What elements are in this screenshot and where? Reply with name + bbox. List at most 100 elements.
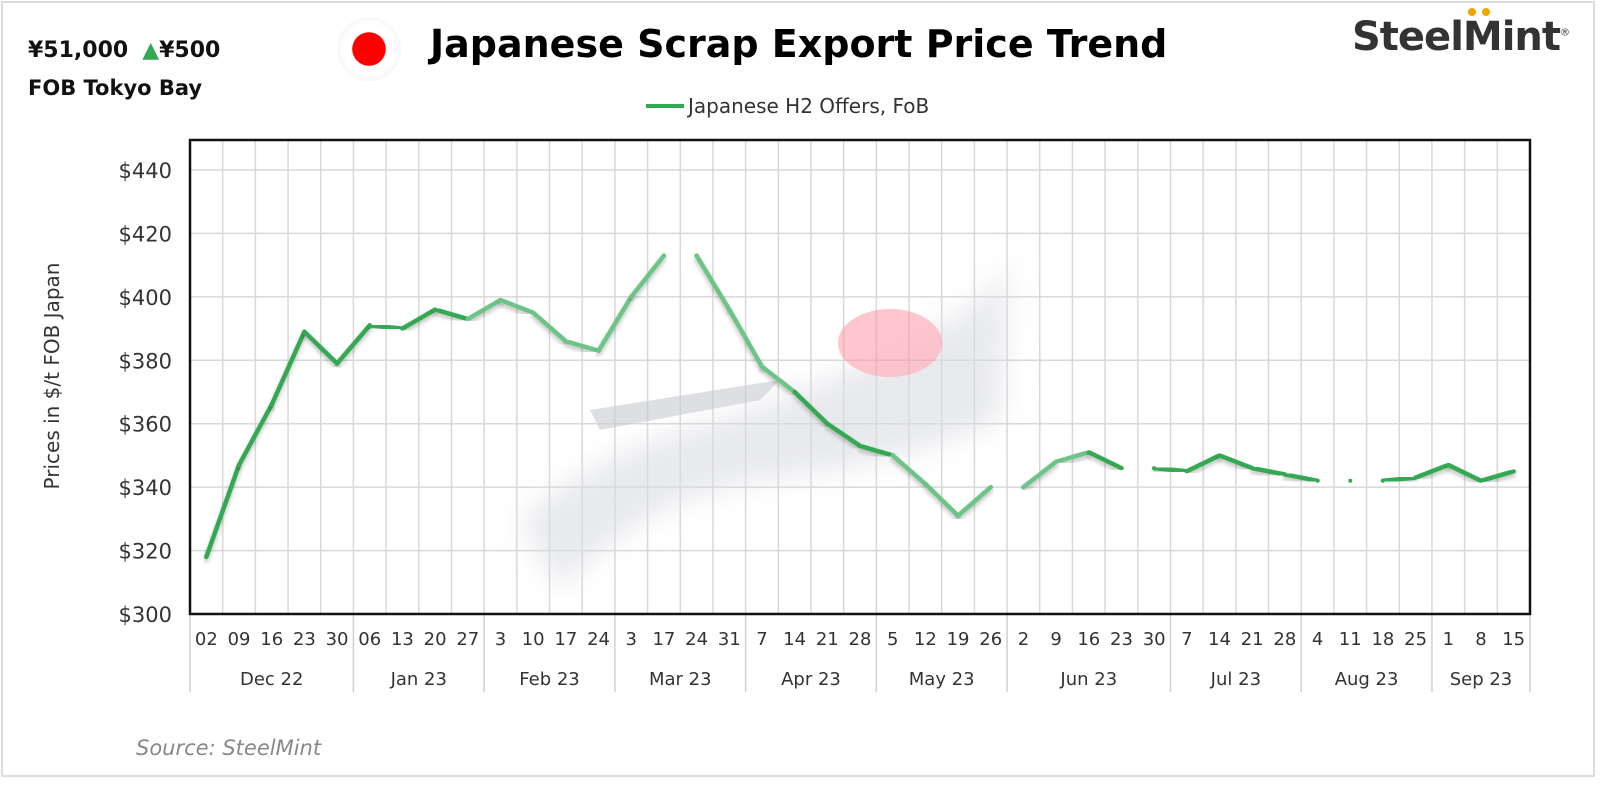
chart-frame bbox=[1, 1, 1595, 777]
x-tick-label: 12 bbox=[914, 629, 937, 650]
series-line-segment bbox=[269, 329, 307, 407]
month-label: Sep 23 bbox=[1450, 669, 1513, 690]
data-point bbox=[1413, 475, 1418, 480]
x-tick-label: 26 bbox=[979, 629, 1002, 650]
series-line-segment bbox=[1184, 453, 1222, 474]
price-location: FOB Tokyo Bay bbox=[28, 76, 203, 100]
x-tick-label: 30 bbox=[326, 629, 349, 650]
x-tick-label: 31 bbox=[718, 629, 741, 650]
data-point bbox=[1446, 462, 1451, 467]
x-tick-label: 8 bbox=[1475, 629, 1486, 650]
x-tick-label: 18 bbox=[1371, 629, 1394, 650]
data-point bbox=[1054, 459, 1059, 464]
series-line-segment bbox=[204, 462, 242, 560]
chart-title: Japanese Scrap Export Price Trend bbox=[430, 22, 1168, 66]
logo-dot-icon bbox=[1482, 8, 1490, 16]
series-line-segment bbox=[302, 329, 340, 366]
data-point bbox=[1152, 466, 1157, 471]
y-tick-label: $360 bbox=[119, 413, 172, 437]
data-point bbox=[367, 323, 372, 328]
x-tick-label: 20 bbox=[424, 629, 447, 650]
series-line-segment bbox=[727, 307, 765, 369]
legend-swatch bbox=[646, 104, 684, 108]
y-tick-label: $400 bbox=[119, 286, 172, 310]
x-tick-label: 28 bbox=[1273, 629, 1296, 650]
series-line-segment bbox=[432, 307, 471, 322]
series-line-segment bbox=[563, 339, 601, 354]
series-line-segment bbox=[1217, 453, 1255, 471]
series-line-segment bbox=[1282, 472, 1320, 484]
logo-text: SteelMint bbox=[1352, 14, 1561, 60]
data-point bbox=[596, 348, 601, 353]
data-point bbox=[531, 310, 536, 315]
series-line-segment bbox=[530, 310, 569, 344]
x-tick-label: 14 bbox=[783, 629, 806, 650]
data-point bbox=[727, 307, 732, 312]
series-line-segment bbox=[1086, 450, 1124, 471]
data-point bbox=[1250, 466, 1255, 471]
japan-flag-icon bbox=[337, 17, 401, 81]
data-point bbox=[923, 481, 928, 486]
x-tick-label: 16 bbox=[260, 629, 283, 650]
data-point bbox=[335, 361, 340, 366]
month-label: Jun 23 bbox=[1059, 669, 1117, 690]
data-point bbox=[237, 462, 242, 467]
data-point bbox=[661, 253, 666, 258]
x-tick-label: 7 bbox=[756, 629, 767, 650]
plot-border bbox=[188, 138, 1532, 616]
series-line-segment bbox=[792, 389, 830, 426]
data-point bbox=[433, 307, 438, 312]
data-point bbox=[988, 485, 993, 490]
data-point bbox=[465, 317, 470, 322]
legend-label: Japanese H2 Offers, FoB bbox=[688, 94, 930, 118]
legend: Japanese H2 Offers, FoB bbox=[646, 94, 929, 118]
x-tick-label: 25 bbox=[1404, 629, 1427, 650]
x-tick-label: 1 bbox=[1443, 629, 1454, 650]
data-point bbox=[956, 513, 961, 518]
y-tick-label: $380 bbox=[119, 349, 172, 373]
x-tick-label: 4 bbox=[1312, 629, 1323, 650]
month-label: Aug 23 bbox=[1335, 669, 1399, 690]
series-line-segment bbox=[923, 481, 961, 518]
x-tick-label: 3 bbox=[495, 629, 506, 650]
source-note: Source: SteelMint bbox=[136, 736, 322, 760]
data-point bbox=[1119, 466, 1124, 471]
x-tick-label: 30 bbox=[1143, 629, 1166, 650]
x-tick-label: 24 bbox=[685, 629, 708, 650]
data-point bbox=[694, 253, 699, 258]
japan-map-watermark bbox=[520, 250, 1010, 590]
y-tick-label: $300 bbox=[119, 603, 172, 627]
series-line-segment bbox=[498, 297, 536, 315]
x-tick-label: 17 bbox=[554, 629, 577, 650]
price-value: ¥51,000 bbox=[28, 38, 129, 63]
data-point bbox=[629, 294, 634, 299]
data-point bbox=[1348, 478, 1353, 483]
data-point bbox=[858, 443, 862, 448]
series-line-segment bbox=[825, 421, 863, 449]
x-tick-label: 09 bbox=[228, 629, 251, 650]
series-line-segment bbox=[628, 253, 667, 300]
x-tick-label: 2 bbox=[1018, 629, 1029, 650]
series-line-segment bbox=[367, 323, 405, 331]
data-point bbox=[302, 329, 307, 334]
data-point bbox=[563, 339, 568, 344]
series-line-segment bbox=[465, 297, 503, 322]
series-line-segment bbox=[400, 307, 438, 331]
series-line-segment bbox=[1380, 475, 1418, 484]
y-tick-label: $440 bbox=[119, 159, 172, 183]
price-change: ¥500 bbox=[159, 38, 221, 63]
x-tick-label: 11 bbox=[1339, 629, 1362, 650]
y-tick-label: $320 bbox=[119, 540, 172, 564]
x-tick-label: 13 bbox=[391, 629, 414, 650]
x-tick-label: 06 bbox=[358, 629, 381, 650]
month-label: May 23 bbox=[909, 669, 975, 690]
data-point bbox=[1184, 469, 1189, 474]
month-label: Apr 23 bbox=[781, 669, 841, 690]
x-tick-label: 7 bbox=[1181, 629, 1192, 650]
x-tick-label: 14 bbox=[1208, 629, 1231, 650]
series-line-segment bbox=[1478, 469, 1516, 484]
x-tick-label: 23 bbox=[293, 629, 316, 650]
x-tick-label: 02 bbox=[195, 629, 218, 650]
x-tick-label: 3 bbox=[625, 629, 636, 650]
